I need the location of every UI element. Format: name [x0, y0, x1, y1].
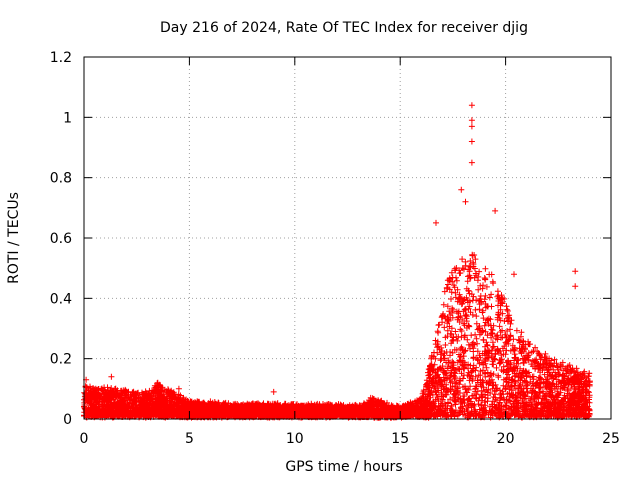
x-tick-label: 10 — [286, 431, 304, 447]
x-tick-label: 15 — [391, 431, 409, 447]
x-tick-label: 25 — [602, 431, 620, 447]
y-tick-label: 0.2 — [50, 352, 72, 368]
y-tick-label: 1 — [63, 110, 72, 126]
roti-points — [81, 102, 593, 421]
y-tick-label: 0.8 — [50, 171, 72, 187]
y-tick-label: 0.4 — [50, 291, 72, 307]
x-tick-label: 0 — [80, 431, 89, 447]
axis-ticks: 0 5 10 15 20 25 0 0.2 0.4 0.6 0.8 1 1.2 — [50, 50, 620, 447]
chart-title: Day 216 of 2024, Rate Of TEC Index for r… — [160, 20, 528, 36]
data-points — [81, 102, 593, 421]
y-tick-label: 0.6 — [50, 231, 72, 247]
y-tick-label: 0 — [63, 412, 72, 428]
x-tick-label: 20 — [497, 431, 515, 447]
x-tick-label: 5 — [185, 431, 194, 447]
y-axis-label: ROTI / TECUs — [6, 192, 22, 284]
grid — [84, 57, 611, 419]
y-tick-label: 1.2 — [50, 50, 72, 66]
x-axis-label: GPS time / hours — [285, 459, 402, 475]
